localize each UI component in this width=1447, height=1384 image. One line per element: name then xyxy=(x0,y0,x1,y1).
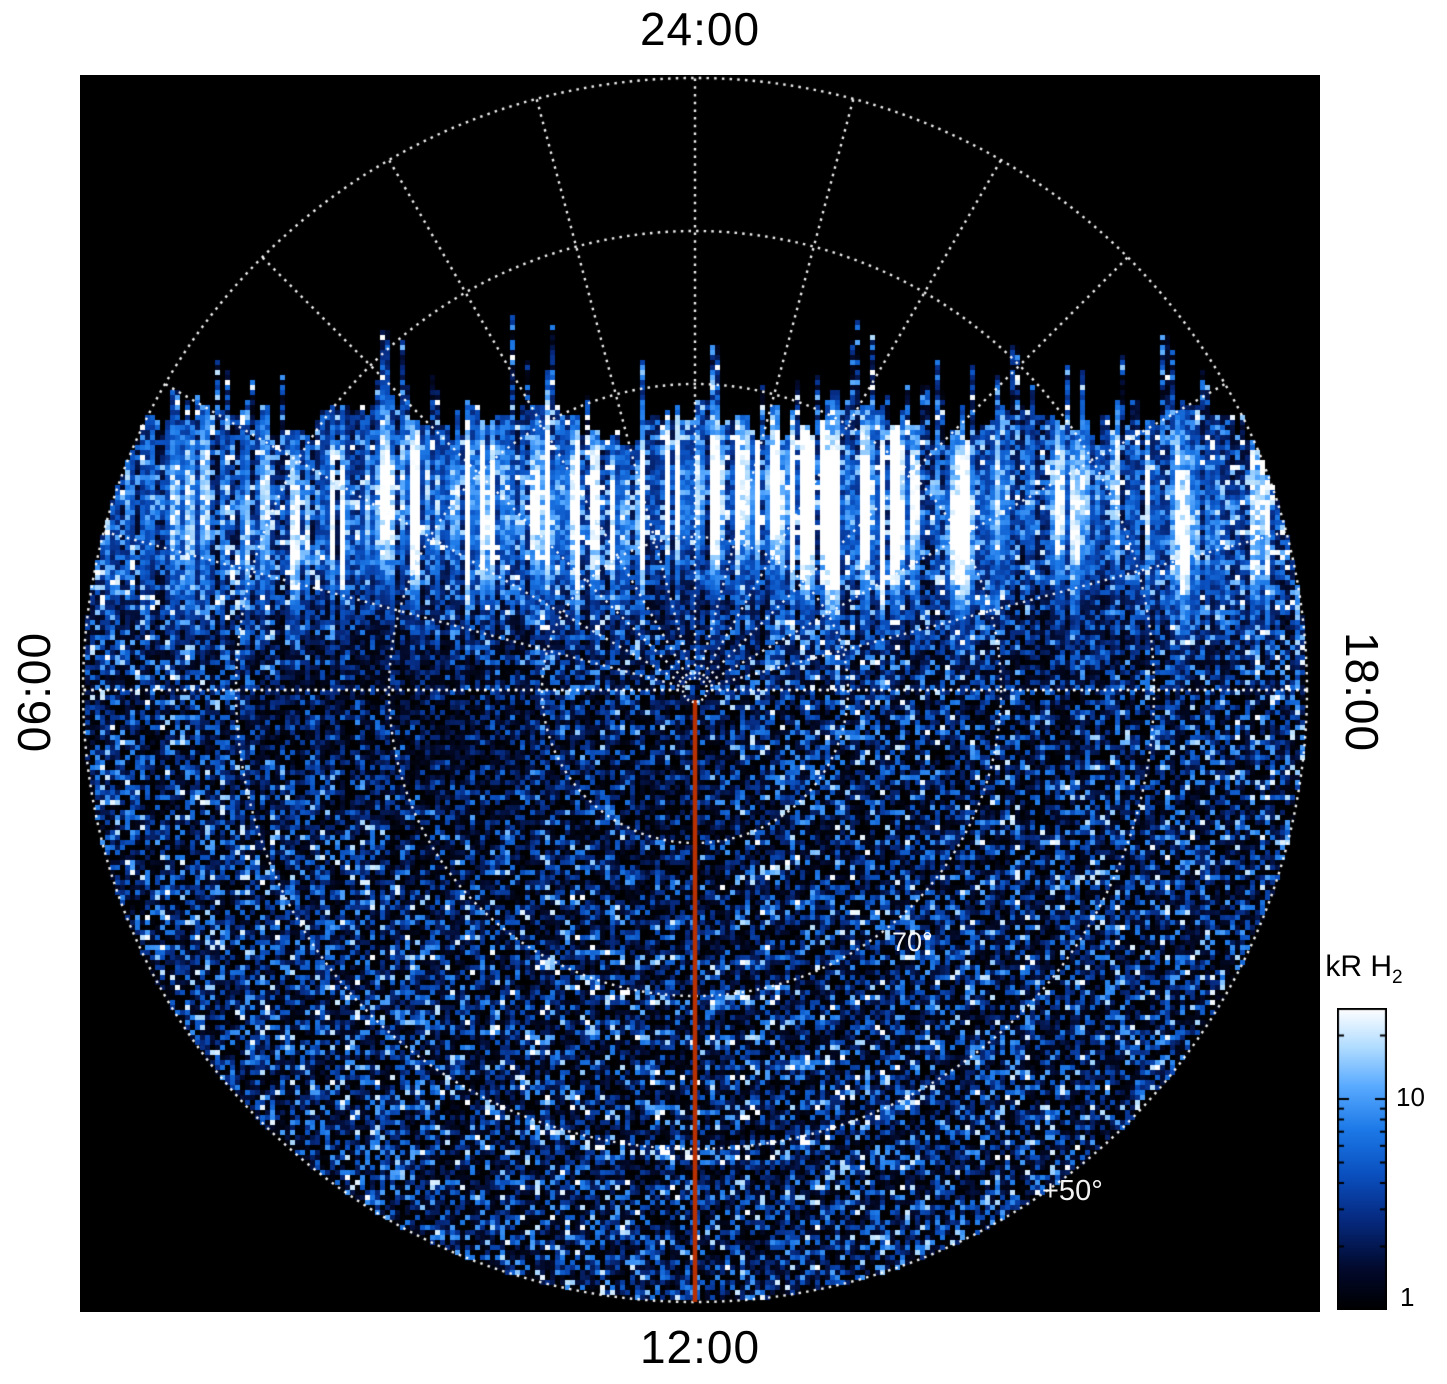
local-time-label-2400: 24:00 xyxy=(639,3,761,55)
local-time-label-1800: 18:00 xyxy=(1336,631,1388,753)
colorbar-tick-label-10: 10 xyxy=(1396,1082,1425,1112)
polar-heatmap-canvas xyxy=(80,75,1320,1312)
colorbar-gradient xyxy=(1337,1008,1387,1310)
colorbar-title: kR H2 xyxy=(1306,950,1422,989)
local-time-label-1200: 12:00 xyxy=(639,1321,761,1373)
colorbar-title-main: kR H xyxy=(1325,950,1393,983)
colorbar-title-subscript: 2 xyxy=(1392,967,1403,988)
local-time-label-0600: 06:00 xyxy=(8,631,60,753)
colorbar-tick-label-1: 1 xyxy=(1400,1282,1415,1312)
polar-plot-area: 70° +50° xyxy=(80,75,1320,1312)
